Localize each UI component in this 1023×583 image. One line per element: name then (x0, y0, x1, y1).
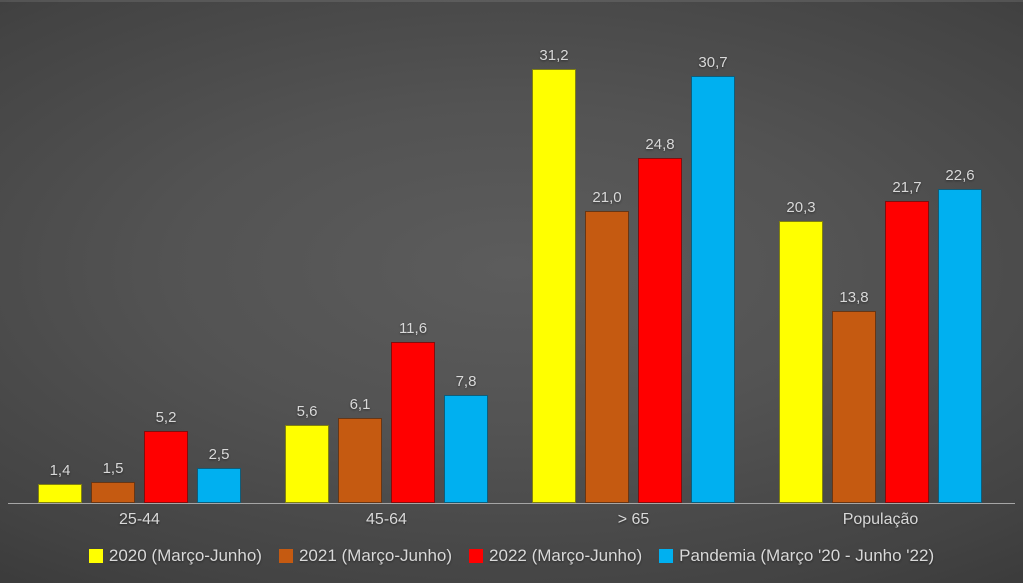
bar (91, 482, 135, 503)
bar (38, 484, 82, 503)
category-label: 25-44 (119, 511, 160, 528)
bar (197, 468, 241, 503)
bar-value-label: 20,3 (786, 199, 816, 216)
bar (444, 395, 488, 503)
bar-group: 1,4 1,5 5,2 2,5 (38, 0, 241, 503)
category-label: > 65 (617, 511, 650, 528)
bar-value-label: 11,6 (398, 320, 428, 337)
bar-groups-container: 1,4 1,5 5,2 2,5 5,6 6,1 11,6 7,8 31,2 21,0 24,8 30,… (8, 0, 1015, 503)
legend-label: 2021 (Março-Junho) (298, 546, 453, 565)
bar-wrap: 22,6 (938, 167, 982, 503)
bar-value-label: 2,5 (208, 446, 230, 463)
bar-value-label: 13,8 (839, 289, 869, 306)
legend-label: Pandemia (Março '20 - Junho '22) (679, 546, 935, 565)
bar (532, 69, 576, 503)
bar (691, 76, 735, 503)
bar-wrap: 13,8 (832, 289, 876, 503)
category-axis-labels: 25-44 45-64 > 65 População (8, 508, 1015, 532)
legend-item: 2021 (Março-Junho) (278, 546, 453, 566)
bar-wrap: 11,6 (391, 320, 435, 503)
legend-swatch-icon (278, 549, 293, 563)
legend-swatch-icon (88, 549, 103, 563)
legend-item: 2022 (Março-Junho) (469, 546, 642, 566)
bar-group: 31,2 21,0 24,8 30,7 (532, 0, 735, 503)
bar-wrap: 21,0 (585, 189, 629, 503)
bar-wrap: 5,2 (144, 409, 188, 503)
bar-group: 20,3 13,8 21,7 22,6 (779, 0, 982, 503)
bar-value-label: 31,2 (539, 47, 569, 64)
bar-value-label: 21,0 (592, 189, 622, 206)
bar (885, 201, 929, 503)
bar-value-label: 1,4 (49, 462, 71, 479)
bar (779, 221, 823, 503)
legend-label: 2022 (Março-Junho) (489, 546, 643, 565)
bar-wrap: 20,3 (779, 199, 823, 503)
legend-swatch-icon (659, 549, 674, 563)
bar-wrap: 7,8 (444, 373, 488, 503)
bar (585, 211, 629, 503)
bar-value-label: 6,1 (349, 396, 371, 413)
bar-value-label: 5,6 (296, 403, 318, 420)
legend-item: 2020 (Março-Junho) (88, 546, 262, 566)
bar (144, 431, 188, 503)
category-label: População (842, 511, 919, 528)
bar-value-label: 1,5 (102, 460, 124, 477)
bar-wrap: 31,2 (532, 47, 576, 503)
bar (285, 425, 329, 503)
x-axis-line (8, 503, 1015, 504)
bar-wrap: 30,7 (691, 54, 735, 503)
bar-wrap: 24,8 (638, 136, 682, 503)
bar-group: 5,6 6,1 11,6 7,8 (285, 0, 488, 503)
bar (338, 418, 382, 503)
bar-value-label: 24,8 (645, 136, 675, 153)
plot-area: 1,4 1,5 5,2 2,5 5,6 6,1 11,6 7,8 31,2 21,0 24,8 30,… (8, 0, 1015, 503)
bar (638, 158, 682, 503)
bar-wrap: 5,6 (285, 403, 329, 503)
bar-value-label: 30,7 (698, 54, 728, 71)
bar-wrap: 2,5 (197, 446, 241, 503)
bar-wrap: 21,7 (885, 179, 929, 503)
legend-label: 2020 (Março-Junho) (108, 546, 262, 565)
bar (391, 342, 435, 503)
category-label: 45-64 (366, 511, 407, 528)
bar (938, 189, 982, 503)
bar (832, 311, 876, 503)
bar-wrap: 1,5 (91, 460, 135, 503)
bar-wrap: 1,4 (38, 462, 82, 503)
bar-value-label: 5,2 (155, 409, 177, 426)
bar-wrap: 6,1 (338, 396, 382, 503)
bar-value-label: 21,7 (892, 179, 922, 196)
chart-legend: 2020 (Março-Junho) 2021 (Março-Junho) 2022… (0, 541, 1023, 571)
bar-value-label: 7,8 (455, 373, 477, 390)
legend-item: Pandemia (Março '20 - Junho '22) (659, 546, 934, 566)
legend-swatch-icon (469, 549, 484, 563)
bar-value-label: 22,6 (945, 167, 975, 184)
